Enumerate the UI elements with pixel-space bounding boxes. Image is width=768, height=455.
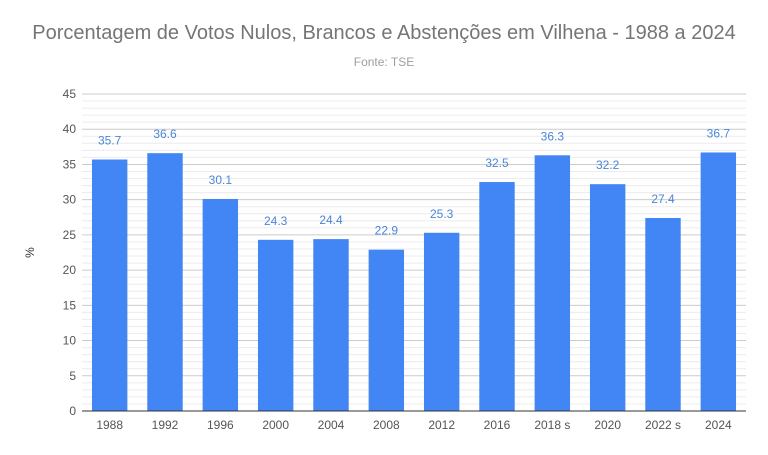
bar-2018-s xyxy=(534,155,571,411)
data-label: 24.3 xyxy=(264,214,288,228)
data-label: 36.6 xyxy=(153,127,177,141)
data-label: 27.4 xyxy=(651,192,675,206)
x-tick-label: 2020 xyxy=(594,418,621,432)
data-label: 24.4 xyxy=(319,213,343,227)
x-tick-label: 2024 xyxy=(705,418,732,432)
data-label: 36.7 xyxy=(707,126,731,140)
y-tick-label: 20 xyxy=(63,263,77,277)
x-tick-label: 2018 s xyxy=(534,418,570,432)
x-tick-label: 2008 xyxy=(373,418,400,432)
bar-1996 xyxy=(202,198,239,411)
gridlines xyxy=(82,93,746,405)
bar-2004 xyxy=(313,239,349,411)
bar-2012 xyxy=(423,232,460,411)
y-tick-label: 5 xyxy=(69,369,76,383)
y-tick-label: 25 xyxy=(63,228,77,242)
bar-1992 xyxy=(147,153,183,411)
x-tick-label: 1988 xyxy=(96,418,123,432)
bar-2022-s xyxy=(645,217,681,411)
bar-2020 xyxy=(589,184,626,411)
y-tick-label: 10 xyxy=(63,334,77,348)
bar-2008 xyxy=(368,249,405,411)
data-labels: 35.7 36.6 30.1 24.3 24.4 22.9 25.3 32.5 36.3 32.2… xyxy=(98,126,730,237)
y-tick-label: 35 xyxy=(63,157,77,171)
x-tick-label: 2012 xyxy=(428,418,455,432)
x-tick-label: 2000 xyxy=(262,418,289,432)
y-axis-label: % xyxy=(23,247,37,258)
data-label: 22.9 xyxy=(375,224,399,238)
bar-2024 xyxy=(700,152,737,412)
x-axis-ticks: 1988 1992 1996 2000 2004 2008 2012 2016 2018 s 20… xyxy=(96,418,732,432)
x-tick-label: 1996 xyxy=(207,418,234,432)
data-label: 32.2 xyxy=(596,158,620,172)
y-tick-label: 30 xyxy=(63,193,77,207)
x-tick-label: 2004 xyxy=(318,418,345,432)
x-tick-label: 2016 xyxy=(484,418,511,432)
x-tick-label: 2022 s xyxy=(645,418,681,432)
bar-2016 xyxy=(479,182,515,411)
bar-1988 xyxy=(91,159,128,411)
y-tick-label: 40 xyxy=(63,122,77,136)
bar-2000 xyxy=(257,239,294,411)
data-label: 32.5 xyxy=(485,156,509,170)
y-tick-label: 0 xyxy=(69,404,76,418)
data-label: 35.7 xyxy=(98,134,122,148)
y-tick-label: 45 xyxy=(63,87,77,101)
y-axis-ticks: 0 5 10 15 20 25 30 35 40 45 xyxy=(63,87,77,418)
bars xyxy=(91,152,737,412)
chart-title: Porcentagem de Votos Nulos, Brancos e Ab… xyxy=(32,22,736,44)
chart-subtitle: Fonte: TSE xyxy=(353,55,415,69)
data-label: 25.3 xyxy=(430,207,454,221)
y-tick-label: 15 xyxy=(63,298,77,312)
data-label: 36.3 xyxy=(541,129,565,143)
data-label: 30.1 xyxy=(209,173,233,187)
x-tick-label: 1992 xyxy=(152,418,179,432)
